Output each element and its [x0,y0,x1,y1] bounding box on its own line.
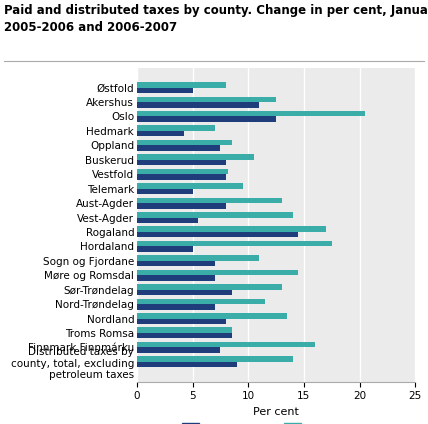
Bar [137,318,226,324]
Bar [137,232,298,237]
Bar [137,88,193,93]
Bar [137,241,332,246]
Bar [137,261,215,266]
Bar [137,313,287,318]
Bar [137,183,243,189]
Bar [137,356,293,362]
Bar [137,174,226,180]
Bar [137,126,215,131]
Bar [137,111,365,117]
Bar [137,342,315,347]
Bar [137,270,298,275]
Bar [137,160,226,165]
Bar [137,145,220,151]
Bar [137,154,254,160]
Bar [137,298,265,304]
Bar [137,169,228,174]
Bar [137,290,232,295]
Bar [137,218,198,223]
Bar [137,226,326,232]
Bar [137,327,232,333]
Bar [137,212,293,218]
Bar [137,131,184,137]
Legend: 2005-2006, 2006-2007: 2005-2006, 2006-2007 [178,418,374,424]
Bar [137,255,259,261]
Bar [137,333,232,338]
Bar [137,362,237,367]
Bar [137,304,215,310]
Bar [137,347,220,353]
Bar [137,117,276,122]
Text: Paid and distributed taxes by county. Change in per cent, January- une,
2005-200: Paid and distributed taxes by county. Ch… [4,4,428,34]
Bar [137,275,215,281]
Bar [137,97,276,102]
Bar [137,203,226,209]
Bar [137,246,193,252]
Bar [137,102,259,108]
Bar [137,198,282,203]
Bar [137,284,282,290]
Bar [137,140,232,145]
Bar [137,189,193,194]
X-axis label: Per cent: Per cent [253,407,299,417]
Bar [137,82,226,88]
